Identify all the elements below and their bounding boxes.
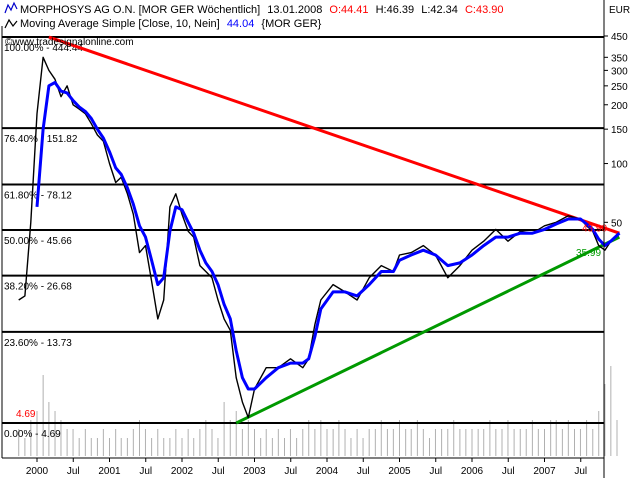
x-tick-label: Jul	[429, 466, 442, 477]
price-label: 35.99	[576, 248, 601, 259]
x-tick-label: 2007	[533, 466, 556, 477]
instrument-name: MORPHOSYS AG O.N. [MOR GER Wöchentlich]	[20, 4, 260, 16]
support-trendline	[235, 235, 621, 425]
high-value: H:46.39	[376, 4, 415, 16]
indicator-value: 44.04	[227, 18, 255, 30]
quote-date: 13.01.2008	[267, 4, 322, 16]
y-tick-label: 100	[611, 160, 628, 171]
moving-average-series	[35, 81, 621, 391]
x-tick-label: Jul	[67, 466, 80, 477]
close-value: C:43.90	[465, 4, 504, 16]
legend-price-entry: MORPHOSYS AG O.N. [MOR GER Wöchentlich] …	[4, 1, 504, 16]
x-tick-label: Jul	[502, 466, 515, 477]
y-tick-label: 300	[611, 66, 628, 77]
volume-bars	[18, 366, 618, 456]
watermark: ©www.tradesignalonline.com	[5, 37, 134, 48]
x-tick-label: 2002	[171, 466, 194, 477]
price-labels: 4.69 43.90 35.99	[16, 223, 607, 420]
moving-average-line	[35, 81, 621, 391]
fibonacci-label: 38.20% - 26.68	[4, 282, 72, 293]
y-tick-label: 450	[611, 32, 628, 43]
x-tick-label: 2001	[98, 466, 121, 477]
y-tick-label: 350	[611, 53, 628, 64]
x-axis: 2000 Jul 2001 Jul 2002 Jul 2003 Jul 2004 Jul 2005 J…	[26, 458, 587, 477]
y-tick-label: 50	[611, 218, 623, 229]
x-tick-label: 2005	[388, 466, 411, 477]
fibonacci-label: 0.00% - 4.69	[4, 429, 61, 440]
fibonacci-label: 23.60% - 13.73	[4, 338, 72, 349]
price-label: 43.90	[582, 223, 607, 234]
x-tick-label: 2006	[461, 466, 484, 477]
x-tick-label: 2004	[316, 466, 339, 477]
indicator-symbol: {MOR GER}	[261, 18, 321, 30]
x-tick-label: Jul	[212, 466, 225, 477]
x-tick-label: Jul	[284, 466, 297, 477]
svg-text:Moving Average Simple [Close,: Moving Average Simple [Close, 10, Nein] …	[20, 18, 322, 30]
x-tick-label: 2000	[26, 466, 49, 477]
x-tick-label: 2003	[243, 466, 266, 477]
legend-ma-entry: Moving Average Simple [Close, 10, Nein] …	[4, 18, 322, 30]
x-tick-label: Jul	[139, 466, 152, 477]
price-legend-icon	[4, 1, 18, 14]
currency-label: EUR	[609, 5, 630, 16]
trendlines	[48, 35, 621, 425]
fibonacci-label: 100.00% - 444.44	[4, 43, 83, 54]
y-tick-label: 250	[611, 82, 628, 93]
open-value: O:44.41	[329, 4, 368, 16]
low-value: L:42.34	[421, 4, 458, 16]
x-tick-label: Jul	[357, 466, 370, 477]
y-tick-label: 200	[611, 101, 628, 112]
y-tick-label: 150	[611, 125, 628, 136]
ma-legend-icon	[4, 18, 18, 29]
resistance-trendline	[48, 35, 620, 235]
fibonacci-label: 50.00% - 45.66	[4, 236, 72, 247]
svg-text:MORPHOSYS AG O.N. [MOR GER Wö: MORPHOSYS AG O.N. [MOR GER Wöchentlich] …	[20, 4, 504, 16]
indicator-label: Moving Average Simple [Close, 10, Nein]	[20, 18, 220, 30]
price-label: 4.69	[16, 409, 36, 420]
legend: MORPHOSYS AG O.N. [MOR GER Wöchentlich] …	[4, 1, 504, 48]
x-tick-label: Jul	[574, 466, 587, 477]
y-axis: 450 350 300 250 200 150 100 50	[604, 32, 628, 229]
